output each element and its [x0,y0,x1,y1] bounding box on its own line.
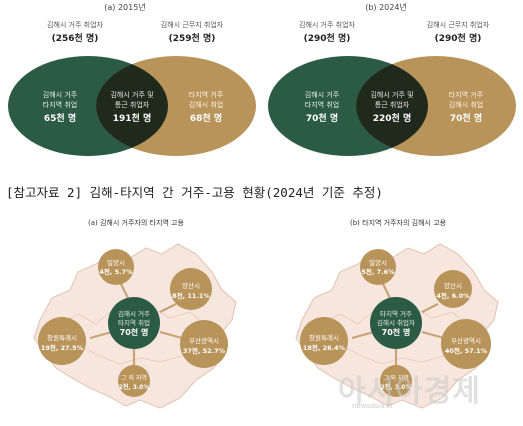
map-b [295,243,499,409]
map-a-arrow-yangsan [159,303,177,313]
map-b-arrow-yangsan [421,303,439,313]
venn-2024-center-value: 220천 명 [372,114,412,124]
venn-2024-left-inner-2: 타지역 취업 [304,101,340,109]
venn-2024-title: (b) 2024년 [365,3,407,12]
venn-2024-overlap [356,56,428,156]
section-title: [참고자료 2] 김해-타지역 간 거주-고용 현황(2024년 기준 추정) [6,185,383,200]
map-b-title: (b) 타지역 거주자의 김해시 고용 [350,219,447,227]
venn-2015-overlap [96,56,168,156]
map-b-yangsan-name: 양산시 [444,282,462,290]
map-b-busan-value: 40천, 57.1% [444,347,488,355]
map-a-node-busan-circle [180,320,228,368]
venn-2024-left-total: (290천 명) [303,34,351,44]
venn-2015-right-inner-2: 김해시 취업 [188,101,224,109]
map-a-miryang-value: 4천, 5.7% [99,268,133,276]
map-a-changwon-name: 창원특례시 [47,334,77,342]
venn-2015-title: (a) 2015년 [104,3,146,12]
venn-2015-right-value: 68천 명 [189,114,223,124]
map-a-changwon-value: 19천, 27.5% [40,344,84,352]
map-b-center-2: 김해시 취업자 [377,319,415,327]
map-b-arrow-changwon [351,330,375,340]
map-b-miryang-value: 5천, 7.6% [361,268,395,276]
map-b-center-circle [370,297,422,349]
map-b-center-3: 70천 명 [381,328,411,337]
map-a-busan-value: 37천, 52.7% [182,347,226,355]
map-b-node-miryang-circle [360,249,396,285]
map-b-other-name: 그 외 지역 [383,375,409,382]
venn-2015-right-total: (259천 명) [168,34,216,44]
venn-2015-center-1: 김해시 거주 및 [110,91,154,99]
venn-2015-left-value: 65천 명 [43,114,77,124]
map-a-yangsan-name: 양산시 [182,282,200,290]
map-a-center-1: 김해시 거주 [118,310,150,318]
map-b-changwon-name: 창원특례시 [309,334,339,342]
map-a-arrow-changwon [89,330,113,340]
map-b-node-other-circle [380,365,412,397]
map-a-other-value: 2천, 3.0% [118,384,150,391]
venn-2015-left-total: (256천 명) [51,34,99,44]
venn-2024-right-value: 70천 명 [449,114,483,124]
venn-2024-left-inner-1: 김해시 거주 [304,91,340,99]
venn-2024-right-total: (290천 명) [434,34,482,44]
venn-2015-center-value: 191천 명 [112,114,152,124]
map-a-node-miryang-circle [98,249,134,285]
venn-2015-left-inner-2: 타지역 취업 [42,101,78,109]
map-a-arrow-busan [159,330,183,340]
map-a-miryang-name: 밀양시 [107,259,125,267]
map-a-arrows [89,277,183,368]
map-a [33,243,237,409]
map-a-center-3: 70천 명 [119,328,149,337]
venn-2024-center-2: 통근 취업자 [374,101,410,109]
map-a-busan-name: 부산광역시 [189,337,219,345]
venn-2024-right-label: 김해시 근무지 취업자 [426,21,490,29]
map-a-node-yangsan-circle [170,268,212,310]
venn-2015-left-inner-1: 김해시 거주 [42,91,78,99]
venn-2024-left-value: 70천 명 [305,114,339,124]
watermark-logo: 아시아경제 [338,374,481,409]
map-a-yangsan-value: 8천, 11.1% [172,292,210,300]
map-b-arrow-busan [421,330,445,340]
map-b-busan-name: 부산광역시 [451,337,481,345]
map-b-yangsan-value: 4천, 6.0% [436,292,470,300]
venn-2024-right-inner-1: 타지역 거주 [448,91,484,99]
venn-2015-left-label: 김해시 거주 취업자 [47,21,103,29]
map-b-node-busan-circle [441,319,491,369]
venn-2024-left-label: 김해시 거주 취업자 [299,21,355,29]
map-a-node-other-circle [118,365,150,397]
venn-2015-diagram [8,56,256,156]
map-a-center-2: 타지역 취업 [118,319,150,327]
venn-2024-right-inner-2: 김해시 취업 [448,101,484,109]
map-a-node-changwon-circle [38,317,86,365]
venn-2024-center-1: 김해시 거주 및 [370,91,414,99]
venn-2015-right-label: 김해시 근무지 취업자 [160,21,224,29]
venn-2015-right-inner-1: 타지역 거주 [188,91,224,99]
map-b-other-value: 2천, 3.0% [380,384,412,391]
map-b-node-changwon-circle [300,317,348,365]
venn-2024-diagram [268,56,516,156]
map-a-center-circle [108,297,160,349]
watermark-url: newsasia.kr [352,402,394,410]
map-b-node-yangsan-circle [434,270,472,308]
map-b-center-1: 타지역 거주 [380,310,412,318]
map-b-miryang-name: 밀양시 [369,259,387,267]
map-a-title: (a) 김해시 거주자의 타지역 고용 [88,219,184,227]
venn-2015-center-2: 통근 취업자 [114,101,150,109]
map-a-other-name: 그 외 지역 [121,375,147,382]
map-b-changwon-value: 18천, 26.4% [302,344,346,352]
